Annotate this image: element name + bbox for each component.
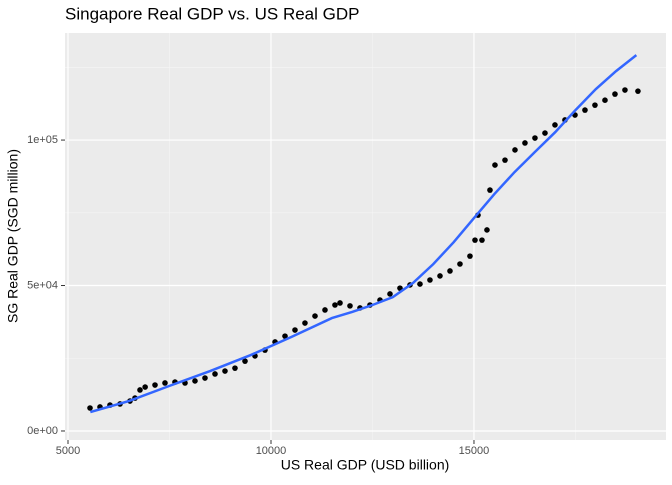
point <box>417 281 423 287</box>
point <box>502 157 508 163</box>
point <box>302 320 308 326</box>
point <box>552 122 558 128</box>
fit-line <box>89 54 638 414</box>
x-axis-title: US Real GDP (USD billion) <box>281 457 450 473</box>
point <box>152 382 158 388</box>
y-tick-label: 5e+04 <box>27 279 58 291</box>
point <box>622 87 628 93</box>
point <box>347 303 353 309</box>
point <box>582 107 588 113</box>
point <box>282 333 288 339</box>
point <box>512 147 518 153</box>
point <box>322 307 328 313</box>
point <box>487 187 493 193</box>
point <box>437 273 443 279</box>
chart-title: Singapore Real GDP vs. US Real GDP <box>65 4 359 23</box>
point <box>492 162 498 168</box>
point <box>142 384 148 390</box>
y-tick-label: 1e+05 <box>27 134 58 146</box>
point <box>457 261 463 267</box>
point <box>222 368 228 374</box>
point <box>479 237 485 243</box>
point <box>484 227 490 233</box>
x-tick-label: 5000 <box>56 445 80 457</box>
point <box>87 405 93 411</box>
point <box>592 102 598 108</box>
point <box>312 313 318 319</box>
point <box>635 88 641 94</box>
point <box>447 268 453 274</box>
point <box>202 375 208 381</box>
point <box>612 91 618 97</box>
point <box>397 285 403 291</box>
y-axis-title: SG Real GDP (SGD million) <box>5 149 21 323</box>
point <box>242 358 248 364</box>
point <box>387 291 393 297</box>
point <box>542 130 548 136</box>
point <box>522 140 528 146</box>
point <box>292 327 298 333</box>
point <box>232 365 238 371</box>
point <box>602 97 608 104</box>
point <box>162 380 168 386</box>
x-tick-label: 10000 <box>256 445 287 457</box>
y-tick-label: 0e+00 <box>27 425 58 437</box>
point <box>467 253 473 259</box>
point <box>532 135 538 141</box>
x-tick-label: 15000 <box>459 445 490 457</box>
point <box>137 387 143 393</box>
point <box>472 237 478 243</box>
point <box>332 302 338 308</box>
point <box>427 277 433 283</box>
point <box>337 300 343 306</box>
point <box>192 378 198 384</box>
point <box>212 371 218 377</box>
panel <box>65 33 666 440</box>
